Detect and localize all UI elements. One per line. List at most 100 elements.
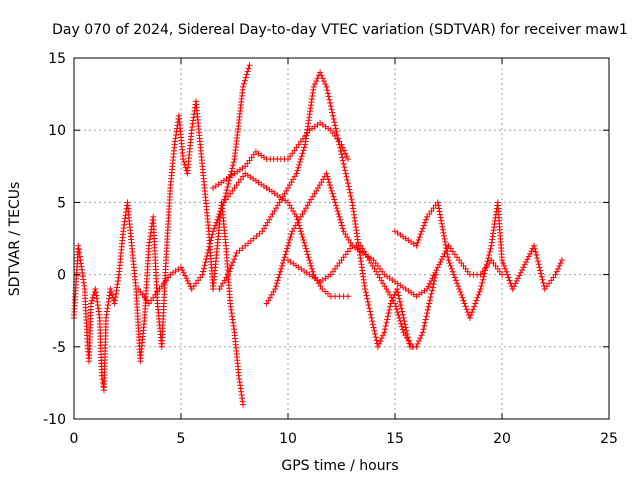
data-point [326,182,333,189]
data-point [370,324,377,331]
data-point [482,264,489,271]
data-point [328,187,335,194]
data-point [425,303,432,310]
data-point [300,236,307,243]
data-point [273,283,280,290]
data-point [181,161,188,168]
data-point [382,322,389,329]
data-point [283,248,290,255]
data-point [466,314,473,321]
data-point [219,202,226,209]
data-point [279,262,286,269]
data-point [323,170,330,177]
data-point [535,261,542,268]
data-point [454,280,461,287]
data-point [307,260,314,267]
data-point [323,83,330,90]
data-point [440,253,447,260]
data-point [308,265,315,272]
x-tick-label: 25 [600,431,618,447]
data-point [394,286,401,293]
data-point [339,154,346,161]
data-point [463,306,470,313]
data-point [434,199,441,206]
data-point [504,271,511,278]
data-point [440,232,447,239]
data-point [301,239,308,246]
data-point [443,245,450,251]
data-point [75,242,82,249]
data-point [244,68,251,75]
data-point [274,277,281,284]
data-point [293,170,300,177]
data-point [243,71,250,78]
data-point [437,214,444,221]
data-point [342,170,349,177]
data-point [503,268,510,275]
data-point [555,265,562,272]
data-point [205,246,212,253]
data-point [528,248,535,255]
data-point [300,147,307,154]
data-point [533,252,540,259]
data-point [297,228,304,235]
data-point [371,327,378,334]
data-point [201,262,208,269]
data-point [318,72,325,79]
data-point [203,253,210,260]
data-point [414,340,421,347]
data-point [423,313,430,320]
data-point [426,280,433,287]
data-point [224,183,231,190]
data-point [366,305,373,312]
data-point [536,264,543,271]
data-point [384,313,391,320]
data-point [418,228,425,235]
y-tick-label: 0 [57,268,66,284]
data-point [553,268,560,275]
data-point [557,260,564,267]
data-point [241,77,248,84]
data-point [285,242,291,249]
data-point [317,69,324,76]
data-point [324,90,331,97]
data-point [438,217,445,224]
data-point [273,280,280,287]
data-point [299,234,306,241]
data-point [305,254,312,261]
data-point [436,208,443,215]
data-point [331,119,338,126]
data-point [327,103,334,110]
data-point [314,75,321,82]
data-point [378,335,385,342]
data-point [200,268,207,275]
data-point [444,251,451,258]
data-point [380,332,387,339]
data-point [435,202,442,209]
data-point [327,99,334,106]
data-point [216,210,223,217]
data-point [342,167,349,174]
data-point [342,150,349,157]
data-point [332,125,339,132]
data-point [226,268,233,275]
data-point [275,274,282,281]
data-point [213,219,220,226]
data-point [421,319,428,326]
data-point [420,222,427,229]
data-point [296,161,303,168]
data-point [483,261,490,268]
data-point [339,144,346,151]
data-point [295,164,302,171]
data-point [223,190,230,197]
data-point [245,65,252,72]
data-point [386,306,393,313]
data-point [326,179,333,186]
data-point [302,242,309,249]
data-point [329,112,336,119]
data-point [109,291,116,298]
data-point [418,332,425,339]
data-point [445,257,452,264]
data-point [422,316,429,323]
data-point [521,261,528,268]
